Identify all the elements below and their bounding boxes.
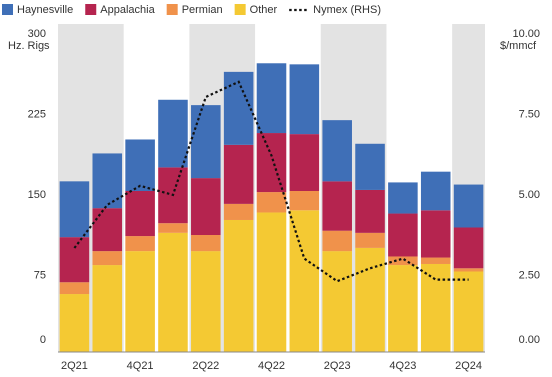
bar-segment — [92, 251, 123, 266]
y2-axis-label: $/mmcf — [500, 40, 537, 52]
y-tick-label: 0 — [40, 334, 46, 346]
x-tick-label: 2Q22 — [192, 360, 219, 372]
x-tick-label: 4Q21 — [127, 360, 154, 372]
bar-segment — [420, 263, 451, 352]
x-tick-label: 4Q23 — [389, 360, 416, 372]
y-tick-label: 225 — [28, 108, 46, 120]
bar-segment — [388, 265, 418, 352]
bar-segment — [191, 235, 221, 252]
bar-segment — [289, 191, 320, 211]
legend-label: Haynesville — [17, 4, 73, 16]
y-axis-label: Hz. Rigs — [8, 40, 50, 52]
y2-tick-label: 7.50 — [519, 108, 540, 120]
bar-segment — [453, 184, 484, 228]
bar-segment — [289, 134, 320, 191]
bar-segment — [223, 71, 254, 145]
bar-segment — [388, 182, 418, 214]
legend-label: Permian — [182, 4, 223, 16]
y-tick-label: 75 — [34, 269, 46, 281]
bar-segment — [125, 139, 155, 191]
legend-swatch — [234, 4, 246, 15]
bar-segment — [322, 181, 352, 231]
bar-segment — [388, 213, 418, 257]
bar-segment — [289, 210, 320, 352]
bar-segment — [420, 210, 451, 258]
bar-segment — [92, 265, 123, 352]
bar-segment — [322, 251, 352, 352]
bar-segment — [125, 236, 155, 252]
bar-segment — [388, 256, 418, 266]
bar-segment — [125, 251, 155, 352]
bar-segment — [191, 105, 221, 179]
y-tick-label: 300 — [28, 28, 46, 40]
y2-tick-label: 2.50 — [519, 269, 540, 281]
legend-label: Nymex (RHS) — [313, 4, 381, 16]
y-tick-label: 150 — [28, 189, 46, 201]
bar-segment — [92, 208, 123, 252]
y2-tick-label: 0.00 — [519, 334, 540, 346]
y2-tick-label: 10.00 — [512, 28, 540, 40]
bar-segment — [420, 257, 451, 264]
bar-segment — [322, 120, 352, 182]
bar-segment — [59, 294, 90, 352]
bar-segment — [125, 191, 155, 237]
bar-segment — [453, 268, 484, 272]
x-tick-label: 2Q21 — [61, 360, 88, 372]
legend-label: Other — [250, 4, 278, 16]
bar-segment — [59, 282, 90, 295]
bar-segment — [191, 178, 221, 236]
bar-segment — [355, 143, 385, 190]
bar-segment — [158, 99, 188, 168]
bar-segment — [256, 63, 287, 134]
bar-segment — [355, 232, 385, 248]
bar-segment — [59, 237, 90, 283]
bar-segment — [420, 171, 451, 211]
legend-swatch — [85, 4, 97, 15]
bar-segment — [59, 181, 90, 238]
bar-segment — [158, 223, 188, 233]
y2-tick-label: 5.00 — [519, 189, 540, 201]
bar-segment — [256, 192, 287, 213]
nymex-line — [73, 80, 469, 283]
legend-swatch — [166, 4, 178, 15]
bar-segment — [355, 189, 385, 233]
bar-segment — [223, 144, 254, 204]
bar-segment — [158, 232, 188, 352]
x-tick-label: 4Q22 — [258, 360, 285, 372]
bar-segment — [256, 212, 287, 352]
bar-segment — [289, 64, 320, 135]
bar-segment — [453, 227, 484, 269]
bar-segment — [355, 247, 385, 352]
bar-segment — [223, 219, 254, 352]
legend-swatch — [2, 4, 13, 15]
bar-segment — [223, 203, 254, 220]
bar-segment — [191, 251, 221, 352]
x-tick-label: 2Q23 — [324, 360, 351, 372]
legend-label: Appalachia — [100, 4, 155, 16]
bar-segment — [453, 271, 484, 352]
bar-segment — [256, 133, 287, 193]
x-tick-label: 2Q24 — [455, 360, 482, 372]
bar-segment — [322, 230, 352, 252]
